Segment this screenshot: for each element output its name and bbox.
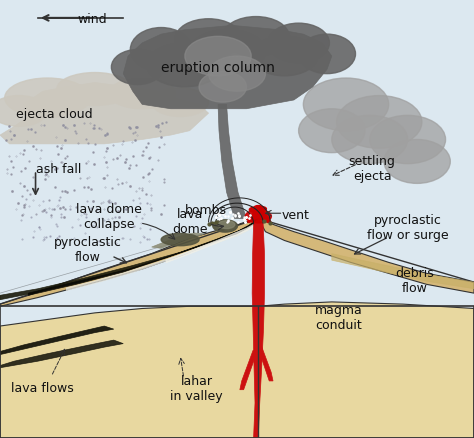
Polygon shape bbox=[258, 302, 474, 438]
Polygon shape bbox=[0, 219, 258, 307]
Ellipse shape bbox=[152, 88, 209, 117]
Polygon shape bbox=[247, 209, 271, 223]
Ellipse shape bbox=[209, 57, 265, 92]
Polygon shape bbox=[28, 221, 258, 296]
Ellipse shape bbox=[299, 35, 356, 74]
Ellipse shape bbox=[257, 207, 266, 212]
Polygon shape bbox=[332, 254, 474, 289]
Text: settling
ejecta: settling ejecta bbox=[349, 155, 395, 183]
Text: lava dome
collapse: lava dome collapse bbox=[76, 203, 142, 231]
Polygon shape bbox=[252, 220, 264, 438]
Ellipse shape bbox=[337, 96, 422, 149]
Text: ash fall: ash fall bbox=[36, 162, 81, 175]
Ellipse shape bbox=[299, 110, 365, 153]
Polygon shape bbox=[0, 326, 114, 355]
Ellipse shape bbox=[147, 44, 223, 88]
Ellipse shape bbox=[332, 116, 408, 164]
Polygon shape bbox=[123, 26, 332, 110]
Text: vent: vent bbox=[282, 208, 310, 221]
Ellipse shape bbox=[161, 234, 199, 246]
Ellipse shape bbox=[57, 73, 133, 106]
Ellipse shape bbox=[249, 208, 261, 213]
Polygon shape bbox=[257, 342, 273, 381]
Polygon shape bbox=[66, 223, 258, 291]
Text: lava
dome: lava dome bbox=[172, 207, 207, 235]
Polygon shape bbox=[0, 307, 258, 438]
Polygon shape bbox=[152, 233, 204, 249]
Text: magma
conduit: magma conduit bbox=[315, 304, 363, 332]
Ellipse shape bbox=[5, 79, 90, 118]
Text: bombs: bombs bbox=[185, 204, 227, 217]
Ellipse shape bbox=[0, 96, 47, 127]
Ellipse shape bbox=[246, 210, 272, 223]
Polygon shape bbox=[166, 222, 258, 263]
Ellipse shape bbox=[223, 18, 289, 57]
Ellipse shape bbox=[303, 79, 389, 131]
Polygon shape bbox=[258, 219, 474, 293]
Text: lava flows: lava flows bbox=[11, 381, 74, 394]
Text: pyroclastic
flow or surge: pyroclastic flow or surge bbox=[367, 214, 448, 242]
Text: wind: wind bbox=[78, 13, 107, 26]
Bar bbox=[0, 307, 474, 438]
Ellipse shape bbox=[175, 20, 242, 59]
Ellipse shape bbox=[185, 37, 251, 77]
Ellipse shape bbox=[384, 140, 450, 184]
Ellipse shape bbox=[109, 79, 175, 110]
Text: pyroclastic
flow: pyroclastic flow bbox=[54, 236, 122, 264]
Text: eruption column: eruption column bbox=[161, 61, 275, 75]
Ellipse shape bbox=[254, 206, 263, 210]
Polygon shape bbox=[0, 218, 258, 300]
Polygon shape bbox=[218, 105, 246, 219]
Ellipse shape bbox=[111, 50, 164, 85]
Ellipse shape bbox=[190, 31, 265, 74]
Polygon shape bbox=[240, 350, 256, 390]
Polygon shape bbox=[0, 83, 209, 145]
Text: ejecta cloud: ejecta cloud bbox=[16, 107, 93, 120]
Text: lahar
in valley: lahar in valley bbox=[170, 374, 223, 402]
Ellipse shape bbox=[213, 220, 237, 233]
Ellipse shape bbox=[218, 221, 235, 229]
Ellipse shape bbox=[199, 72, 246, 103]
Polygon shape bbox=[0, 340, 123, 368]
Ellipse shape bbox=[268, 24, 329, 64]
Ellipse shape bbox=[251, 37, 318, 77]
Ellipse shape bbox=[130, 28, 192, 72]
Ellipse shape bbox=[370, 116, 446, 164]
Text: debris
flow: debris flow bbox=[395, 266, 434, 294]
